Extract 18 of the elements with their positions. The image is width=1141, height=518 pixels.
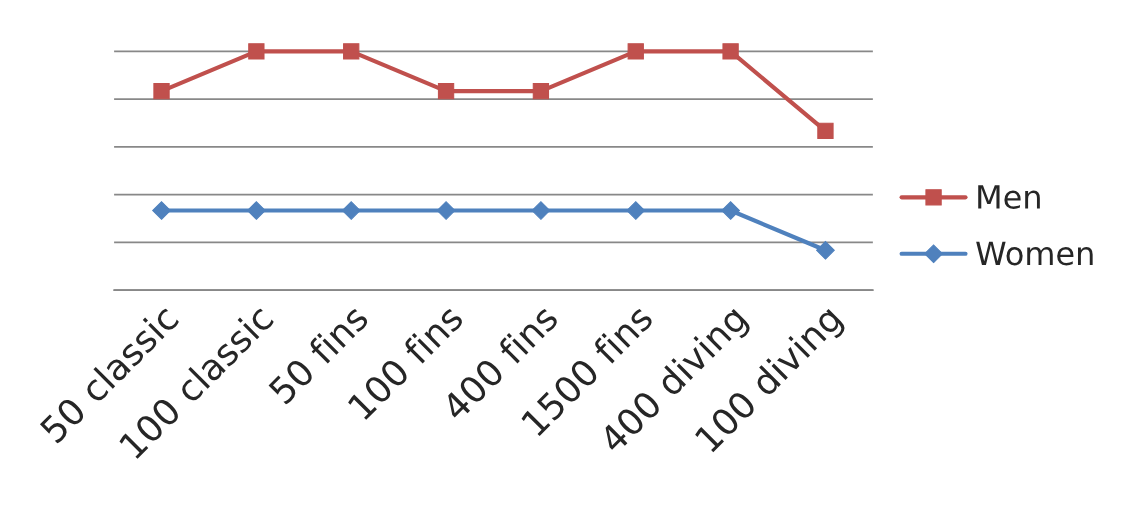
point bbox=[153, 83, 170, 100]
point bbox=[627, 43, 644, 60]
point bbox=[341, 201, 361, 220]
point bbox=[817, 122, 834, 140]
legend-label: Women bbox=[976, 241, 1093, 266]
point bbox=[531, 201, 551, 220]
point bbox=[722, 43, 739, 60]
point bbox=[626, 201, 646, 220]
point bbox=[152, 201, 171, 220]
point bbox=[248, 43, 265, 60]
point bbox=[247, 201, 266, 220]
point bbox=[437, 83, 455, 100]
legend-label: Men bbox=[978, 185, 1040, 209]
point bbox=[816, 240, 835, 260]
point bbox=[436, 201, 456, 220]
point bbox=[721, 201, 740, 220]
point bbox=[343, 43, 360, 60]
point bbox=[532, 83, 550, 100]
